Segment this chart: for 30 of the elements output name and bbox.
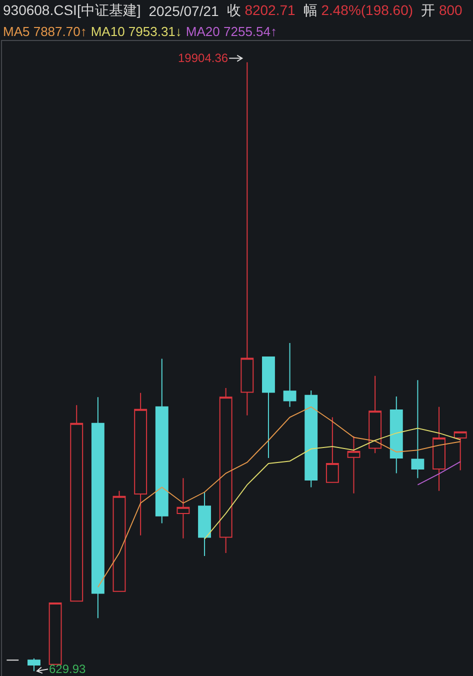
candlestick xyxy=(91,396,104,619)
text: MA20 7255.54↑ xyxy=(186,24,277,38)
candlestick xyxy=(48,602,62,665)
chart-title: 930608.CSI[中证基建] xyxy=(3,2,141,20)
candlestick xyxy=(134,392,148,536)
candlestick xyxy=(219,388,232,554)
text: MA5 7887.70↑ xyxy=(3,24,87,38)
annotation: 629.93 xyxy=(49,662,86,676)
candlestick xyxy=(112,490,126,592)
candlestick xyxy=(454,431,467,471)
candlestick xyxy=(198,492,211,557)
candlestick xyxy=(283,342,296,408)
candlestick xyxy=(432,406,446,492)
candlestick xyxy=(176,478,190,539)
annotation: 19904.36 xyxy=(178,51,228,65)
text: 2025/07/21 xyxy=(148,3,219,19)
candlestick xyxy=(347,436,360,494)
candlestick xyxy=(155,358,168,524)
candlestick xyxy=(262,356,275,459)
candlestick xyxy=(240,62,254,416)
text: MA10 7953.31↓ xyxy=(90,24,182,38)
text: 幅 2.48%(198.60) xyxy=(303,2,414,18)
candlestick xyxy=(368,375,382,454)
candlestick xyxy=(326,416,339,483)
candlestick xyxy=(390,396,403,474)
text: 开 800 xyxy=(421,2,462,18)
candlestick xyxy=(70,404,84,602)
text: 收 8202.71 xyxy=(226,2,296,18)
candlestick xyxy=(411,380,424,479)
candlestick xyxy=(304,390,318,488)
